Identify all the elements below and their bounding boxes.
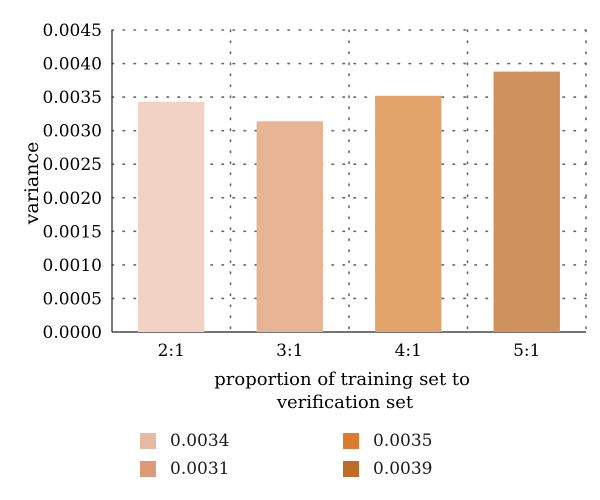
- x-tick-label: 4:1: [395, 341, 422, 361]
- y-tick-label: 0.0020: [43, 189, 102, 209]
- x-tick-label: 3:1: [276, 341, 303, 361]
- bar: [256, 121, 323, 332]
- y-tick-label: 0.0040: [43, 55, 102, 75]
- bar: [375, 95, 442, 332]
- y-axis-label: variance: [21, 142, 43, 226]
- y-tick-label: 0.0025: [43, 155, 102, 175]
- bar: [493, 71, 560, 332]
- y-tick-label: 0.0030: [43, 122, 102, 142]
- x-tick-labels: 2:1 3:1 4:1 5:1: [158, 341, 541, 361]
- y-tick-label: 0.0010: [43, 256, 102, 276]
- y-tick-labels: 0.0000 0.0005 0.0010 0.0015 0.0020 0.0025 0.00…: [43, 21, 102, 343]
- x-axis-label-line-1: proportion of training set to: [214, 369, 470, 390]
- x-axis-label: proportion of training set to verificati…: [214, 369, 475, 413]
- x-tick-label: 5:1: [513, 341, 540, 361]
- bar: [138, 101, 205, 332]
- y-tick-label: 0.0005: [43, 289, 102, 309]
- bars: [138, 71, 560, 332]
- y-tick-label: 0.0000: [43, 323, 102, 343]
- y-tick-label: 0.0035: [43, 88, 102, 108]
- x-axis-label-line-2: verification set: [276, 392, 414, 413]
- y-tick-label: 0.0015: [43, 222, 102, 242]
- y-tick-label: 0.0045: [43, 21, 102, 41]
- x-tick-label: 2:1: [158, 341, 185, 361]
